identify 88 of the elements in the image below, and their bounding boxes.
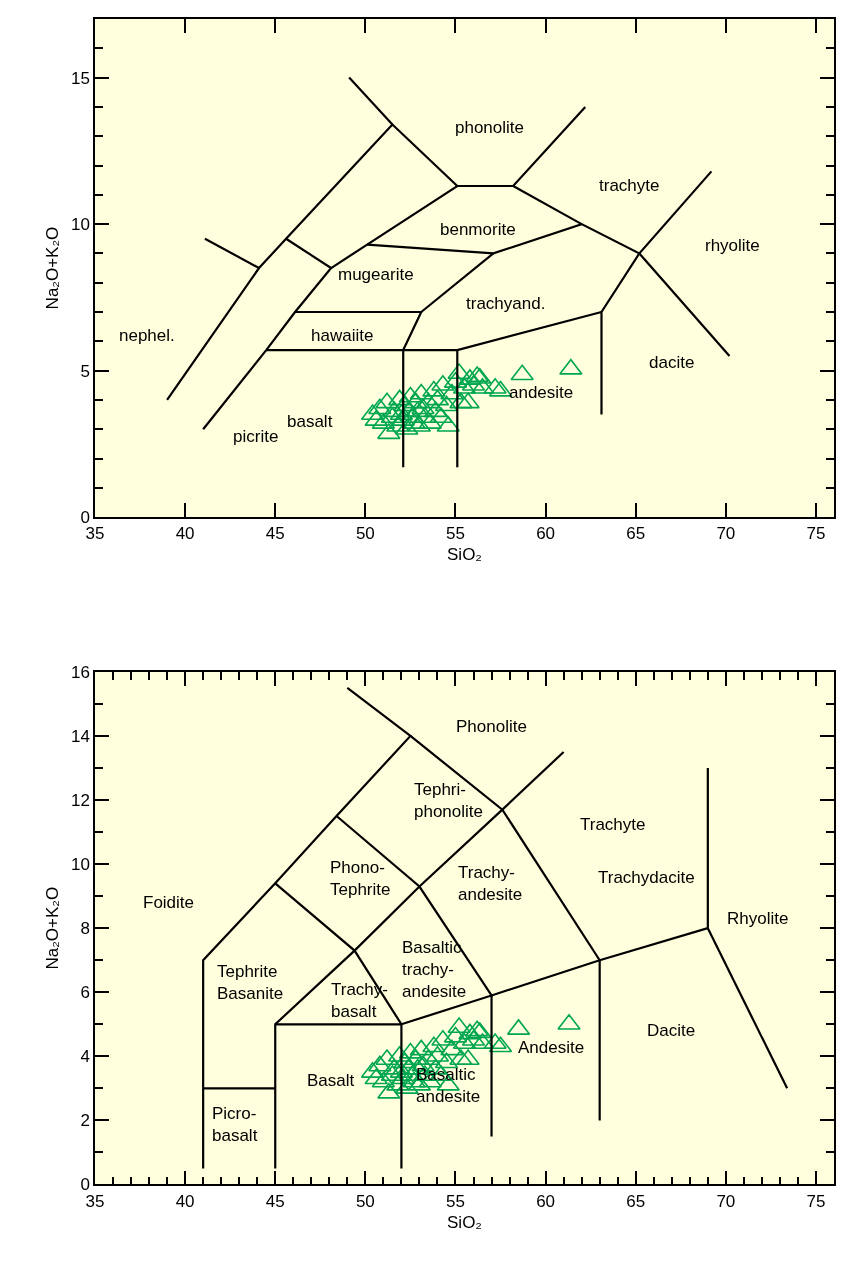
point xyxy=(510,364,534,381)
annotation: Phono- Tephrite xyxy=(330,858,391,900)
x-tick-label: 65 xyxy=(626,524,646,544)
x-tick-label: 40 xyxy=(175,524,195,544)
point xyxy=(422,1036,446,1053)
annotation: mugearite xyxy=(338,265,414,284)
y-tick-label: 16 xyxy=(70,662,90,682)
annotation: Tephrite Basanite xyxy=(217,962,284,1004)
point xyxy=(447,1017,471,1034)
point xyxy=(391,1068,415,1085)
point xyxy=(377,423,401,440)
point xyxy=(375,1049,399,1066)
annotation: Picro- basalt xyxy=(212,1104,258,1146)
annotation: rhyolite xyxy=(705,236,760,255)
point xyxy=(449,392,473,409)
annotation: Tephri- phonolite xyxy=(414,780,484,822)
point xyxy=(431,374,455,391)
y-axis-title: Na₂O+K₂O xyxy=(42,226,62,310)
annotation: Basalt xyxy=(307,1071,355,1090)
y-tick-label: 15 xyxy=(70,68,90,88)
point xyxy=(440,1039,464,1056)
x-tick-label: 75 xyxy=(806,1191,826,1211)
annotation: Phonolite xyxy=(456,717,527,736)
annotation: benmorite xyxy=(440,220,516,239)
x-tick-label: 45 xyxy=(265,1191,285,1211)
point xyxy=(377,1082,401,1099)
annotation: hawaiite xyxy=(311,326,374,345)
x-tick-label: 60 xyxy=(536,1191,556,1211)
point xyxy=(456,392,480,409)
x-tick-label: 50 xyxy=(355,524,375,544)
y-tick-label: 14 xyxy=(70,726,90,746)
x-tick-label: 75 xyxy=(806,524,826,544)
annotation: Trachydacite xyxy=(598,868,695,887)
annotation: picrite xyxy=(233,427,279,446)
y-tick-label: 4 xyxy=(80,1047,90,1067)
point xyxy=(483,1033,507,1050)
annotation: andesite xyxy=(509,383,574,402)
point xyxy=(456,1049,480,1066)
point xyxy=(368,398,392,415)
y-tick-label: 5 xyxy=(80,361,90,381)
x-tick-label: 50 xyxy=(355,1191,375,1211)
x-tick-label: 55 xyxy=(446,1191,465,1211)
point xyxy=(422,380,446,397)
annotation: trachyand. xyxy=(466,294,546,313)
point xyxy=(557,1013,581,1030)
y-tick-label: 8 xyxy=(80,919,90,939)
annotation: trachyte xyxy=(599,176,660,195)
point xyxy=(559,358,583,375)
point xyxy=(483,377,507,394)
x-tick-label: 40 xyxy=(175,1191,195,1211)
x-tick-label: 60 xyxy=(536,524,556,544)
point xyxy=(375,392,399,409)
annotation: phonolite xyxy=(455,118,525,137)
point xyxy=(411,398,435,415)
annotation: nephel. xyxy=(119,326,175,345)
y-tick-label: 6 xyxy=(80,983,90,1003)
point xyxy=(447,363,471,380)
point xyxy=(395,418,419,435)
point xyxy=(429,407,453,424)
point xyxy=(393,1052,417,1069)
x-axis-title: SiO₂ xyxy=(447,545,482,565)
annotation: Basaltic trachy- andesite xyxy=(402,938,467,1002)
x-tick-label: 45 xyxy=(265,524,285,544)
y-axis-title: Na₂O+K₂O xyxy=(42,886,62,970)
annotation: Andesite xyxy=(518,1038,585,1057)
annotation: basalt xyxy=(287,412,333,431)
annotation: Trachyte xyxy=(580,815,646,834)
y-tick-label: 10 xyxy=(70,215,90,235)
annotation: Trachy- andesite xyxy=(458,863,523,905)
x-tick-label: 70 xyxy=(716,1191,736,1211)
annotation: Dacite xyxy=(647,1021,696,1040)
point xyxy=(368,1055,392,1072)
point xyxy=(458,1023,482,1040)
y-tick-label: 2 xyxy=(80,1111,90,1131)
annotation: Foidite xyxy=(143,893,195,912)
annotation: dacite xyxy=(649,353,695,372)
x-axis-title: SiO₂ xyxy=(447,1212,482,1232)
y-tick-label: 12 xyxy=(70,790,90,810)
x-tick-label: 65 xyxy=(626,1191,646,1211)
point xyxy=(440,383,464,400)
y-tick-label: 10 xyxy=(70,855,90,875)
annotation: Rhyolite xyxy=(727,909,789,928)
x-tick-label: 70 xyxy=(716,524,736,544)
point xyxy=(449,1049,473,1066)
x-tick-label: 55 xyxy=(446,524,465,544)
point xyxy=(364,1068,388,1085)
point xyxy=(382,401,406,418)
point xyxy=(404,392,428,409)
